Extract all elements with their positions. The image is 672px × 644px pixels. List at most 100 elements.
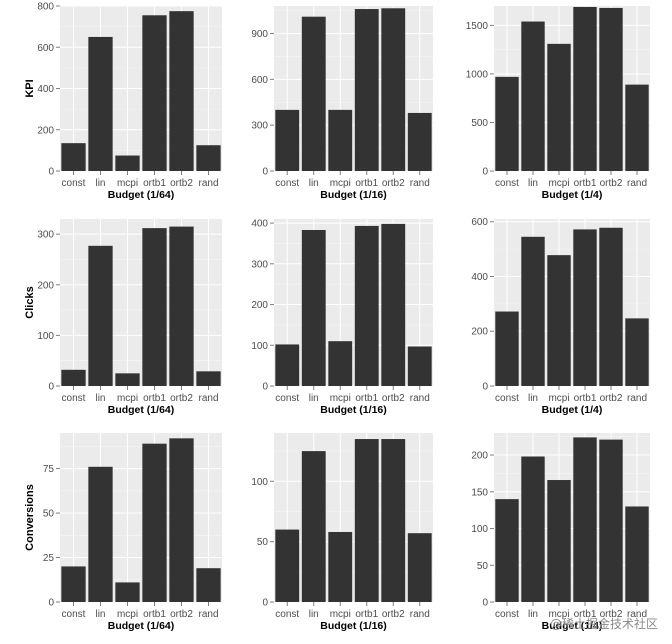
y-tick-label: 100 [471, 524, 488, 535]
x-axis-title: Budget (1/16) [320, 620, 387, 632]
x-tick-label: ortb1 [143, 609, 166, 620]
y-tick-label: 300 [251, 259, 268, 270]
bar-lin [88, 466, 113, 602]
x-tick-label: lin [309, 393, 319, 404]
x-tick-label: ortb2 [382, 609, 405, 620]
x-tick-label: ortb1 [574, 178, 597, 189]
x-tick-label: ortb1 [355, 178, 378, 189]
bar-mcpi [115, 582, 140, 602]
x-tick-label: lin [528, 393, 538, 404]
bar-ortb1 [354, 225, 379, 386]
bar-const [61, 143, 86, 171]
x-tick-label: mcpi [117, 393, 138, 404]
bar-lin [88, 36, 113, 171]
y-tick-label: 300 [37, 230, 54, 241]
x-tick-label: const [275, 393, 299, 404]
y-tick-label: 200 [471, 327, 488, 338]
y-tick-label: 0 [48, 382, 54, 393]
y-tick-label: 0 [262, 167, 268, 178]
panel-2-0: 0 25 50 75 const lin mcpi ortb1 ortb2 rand Budget … [24, 433, 222, 632]
x-tick-label: ortb1 [574, 609, 597, 620]
x-tick-label: mcpi [117, 178, 138, 189]
y-tick-label: 400 [251, 219, 268, 230]
x-tick-label: ortb2 [600, 178, 623, 189]
bar-lin [301, 451, 326, 602]
y-tick-label: 0 [48, 598, 54, 609]
bar-ortb2 [599, 227, 623, 386]
y-tick-label: 25 [43, 553, 55, 564]
x-tick-label: mcpi [548, 178, 569, 189]
x-tick-label: ortb1 [355, 609, 378, 620]
x-tick-label: mcpi [330, 178, 351, 189]
bar-ortb2 [381, 8, 406, 171]
panel-background [60, 433, 222, 602]
x-tick-label: rand [410, 393, 430, 404]
bar-ortb2 [599, 439, 623, 602]
y-tick-label: 50 [257, 537, 269, 548]
bar-mcpi [547, 255, 571, 386]
bar-lin [521, 456, 545, 602]
x-tick-label: const [62, 609, 86, 620]
x-tick-label: const [62, 393, 86, 404]
bar-ortb1 [573, 229, 597, 386]
bar-rand [196, 371, 221, 386]
bar-const [495, 499, 519, 602]
x-tick-label: const [275, 609, 299, 620]
x-tick-label: lin [309, 609, 319, 620]
x-axis-title: Budget (1/64) [108, 189, 175, 201]
bar-ortb1 [354, 9, 379, 171]
bar-rand [625, 84, 649, 171]
bar-ortb1 [142, 228, 167, 386]
bar-lin [521, 21, 545, 171]
x-tick-label: ortb2 [382, 178, 405, 189]
x-tick-label: ortb1 [355, 393, 378, 404]
x-tick-label: ortb2 [382, 393, 405, 404]
y-tick-label: 600 [471, 217, 488, 228]
bar-ortb2 [169, 11, 194, 171]
y-tick-label: 50 [477, 561, 489, 572]
x-tick-label: ortb1 [143, 178, 166, 189]
x-tick-label: lin [528, 178, 538, 189]
y-tick-label: 0 [262, 598, 268, 609]
panel-0-2: 0 500 1000 1500 const lin mcpi ortb1 ortb2 rand Bu… [466, 6, 650, 201]
bar-const [495, 311, 519, 386]
bar-mcpi [328, 531, 353, 602]
bar-rand [407, 346, 432, 386]
x-tick-label: rand [410, 178, 430, 189]
x-tick-label: lin [95, 393, 105, 404]
panel-background [274, 433, 433, 602]
x-tick-label: ortb2 [600, 393, 623, 404]
x-tick-label: rand [198, 609, 218, 620]
x-tick-label: mcpi [548, 609, 569, 620]
bar-rand [625, 318, 649, 386]
x-axis-title: Budget (1/16) [320, 404, 387, 416]
y-tick-label: 200 [37, 125, 54, 136]
y-tick-label: 200 [37, 280, 54, 291]
x-tick-label: ortb2 [170, 393, 193, 404]
panel-0-1: 0 300 600 900 const lin mcpi ortb1 ortb2 rand Budg… [251, 6, 433, 201]
bar-mcpi [328, 341, 353, 386]
y-tick-label: 600 [251, 75, 268, 86]
y-tick-label: 100 [251, 341, 268, 352]
x-tick-label: ortb2 [170, 178, 193, 189]
bar-ortb2 [381, 223, 406, 386]
y-tick-label: 0 [48, 167, 54, 178]
panel-background [494, 6, 650, 171]
y-tick-label: 1500 [466, 21, 489, 32]
x-axis-title: Budget (1/64) [108, 620, 175, 632]
bar-ortb1 [354, 439, 379, 602]
panel-0-0: 0 200 400 600 800 const lin mcpi ortb1 ortb2 rand B… [24, 2, 222, 201]
bar-rand [196, 145, 221, 171]
panel-background [60, 219, 222, 386]
x-tick-label: mcpi [117, 609, 138, 620]
x-axis-title: Budget (1/4) [542, 620, 603, 632]
x-tick-label: const [495, 178, 519, 189]
y-tick-label: 0 [482, 382, 488, 393]
y-tick-label: 500 [471, 118, 488, 129]
x-tick-label: ortb2 [170, 609, 193, 620]
y-tick-label: 200 [251, 300, 268, 311]
bar-rand [196, 568, 221, 602]
y-tick-label: 400 [471, 272, 488, 283]
x-tick-label: mcpi [330, 393, 351, 404]
